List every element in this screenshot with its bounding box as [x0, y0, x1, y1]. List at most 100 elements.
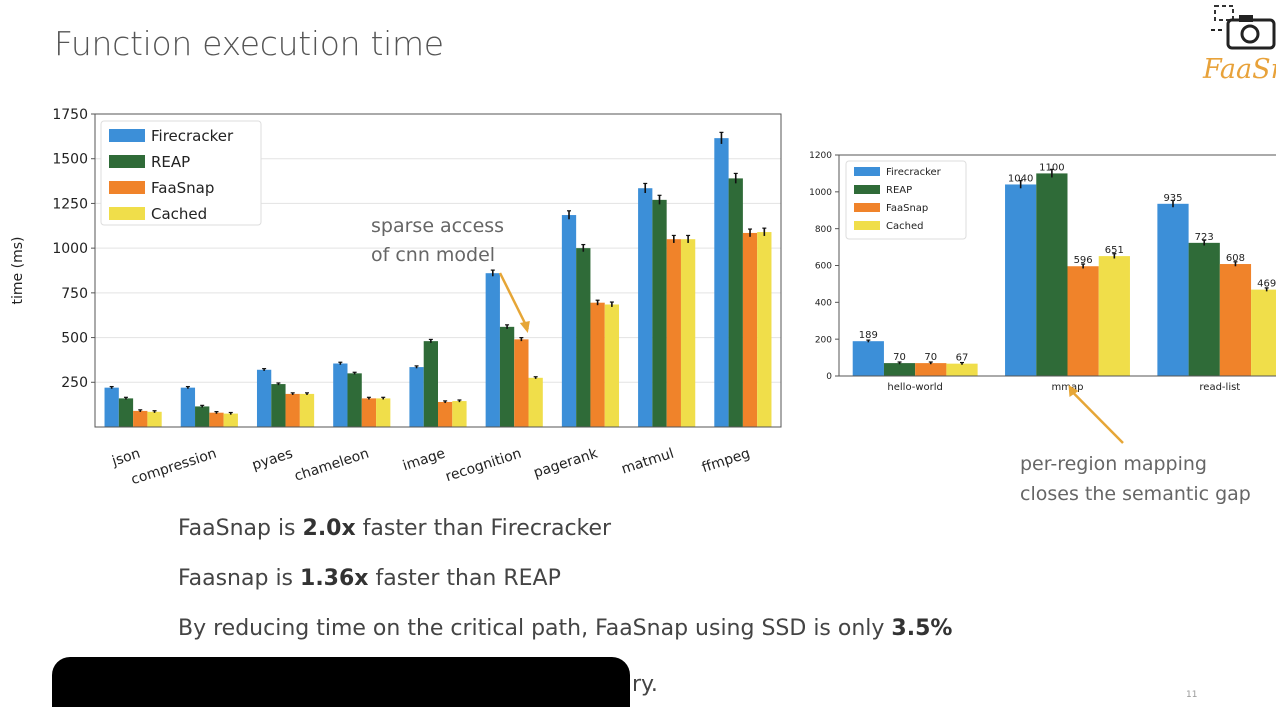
data-label: 935 [1163, 193, 1182, 204]
y-axis-label: time (ms) [10, 237, 26, 305]
y-tick-label: 1250 [52, 196, 88, 212]
legend-label-cached: Cached [886, 221, 923, 232]
y-tick-label: 1000 [809, 188, 832, 198]
bar-reap-image [423, 341, 438, 427]
bar-firecracker-pagerank [561, 215, 577, 427]
data-label: 70 [924, 352, 937, 363]
bar-cached-read-list [1251, 289, 1276, 376]
x-tick-label-hello-world: hello-world [887, 382, 943, 393]
bar-reap-mmap [1036, 173, 1068, 376]
bar-cached-image [452, 401, 467, 427]
bar-firecracker-pyaes [256, 369, 272, 427]
x-tick-label-matmul: matmul [619, 446, 675, 478]
y-tick-label: 750 [61, 286, 88, 302]
bar-cached-ffmpeg [757, 232, 772, 427]
bar-faasnap-chameleon [361, 398, 377, 427]
y-tick-label: 1500 [52, 152, 88, 168]
bar-faasnap-image [438, 401, 453, 427]
bar-firecracker-image [409, 367, 424, 427]
data-label: 70 [893, 352, 906, 363]
legend-swatch-reap [854, 185, 880, 194]
bar-cached-json [147, 411, 162, 427]
bar-faasnap-read-list [1219, 264, 1252, 376]
y-tick-label: 800 [815, 225, 832, 235]
y-tick-label: 0 [826, 372, 832, 382]
annotation-arrowhead [1068, 385, 1079, 397]
micro-benchmark-chart: 189 1040 935 70 1100 723 70 596 608 67 651 469 0 200 4… [809, 151, 1276, 505]
y-tick-label: 600 [815, 262, 832, 272]
legend-label-faasnap: FaaSnap [151, 179, 214, 197]
y-tick-label: 1200 [809, 151, 832, 161]
bar-cached-compression [223, 413, 238, 427]
x-tick-label-read-list: read-list [1199, 382, 1240, 393]
execution-time-chart: 250 500 750 1000 1250 1500 1750 time (ms) jsonco… [10, 107, 782, 489]
bar-cached-pyaes [299, 393, 315, 427]
legend-box [100, 120, 262, 226]
bar-firecracker-mmap [1005, 184, 1037, 376]
bar-firecracker-compression [180, 387, 196, 427]
bar-cached-mmap [1098, 256, 1130, 376]
bar-firecracker-chameleon [333, 363, 348, 427]
bar-reap-recognition [499, 326, 515, 427]
data-label: 1100 [1039, 162, 1064, 173]
bar-faasnap-json [133, 410, 148, 427]
bar-firecracker-matmul [638, 188, 653, 427]
y-tick-label: 200 [815, 335, 832, 345]
bar-cached-pagerank [604, 304, 620, 427]
x-tick-label-image: image [401, 446, 447, 475]
bar-firecracker-recognition [485, 273, 500, 427]
y-tick-label: 1750 [52, 107, 88, 123]
legend-box [845, 160, 967, 240]
legend-swatch-cached [109, 207, 145, 220]
legend-label-firecracker: Firecracker [151, 127, 234, 145]
data-label: 596 [1074, 255, 1093, 266]
annotation-arrow [498, 272, 529, 330]
legend: Firecracker REAP FaaSnap Cached [845, 160, 967, 240]
faasnap-logo: FaaSnap [1195, 0, 1276, 92]
bar-reap-matmul [652, 199, 667, 427]
slide-title: Function execution time [54, 24, 444, 63]
annotation-arrowhead [519, 321, 530, 333]
bar-reap-compression [195, 406, 210, 427]
y-tick-label: 500 [61, 330, 88, 346]
bullet-4-tail: ry. [632, 672, 658, 697]
bar-reap-ffmpeg [728, 178, 743, 427]
x-tick-label-mmap: mmap [1052, 382, 1084, 393]
bar-reap-read-list [1188, 242, 1220, 376]
bar-cached-recognition [528, 377, 543, 427]
legend-swatch-firecracker [109, 129, 145, 142]
bullet-2: Faasnap is 1.36x faster than REAP [178, 566, 561, 591]
bar-faasnap-matmul [666, 239, 681, 427]
x-tick-label-compression: compression [129, 446, 218, 489]
annotation-text: of cnn model [371, 244, 495, 266]
bar-reap-pyaes [271, 384, 286, 427]
legend-label-cached: Cached [151, 205, 207, 223]
legend-swatch-firecracker [854, 167, 880, 176]
bar-cached-matmul [680, 239, 696, 427]
x-tick-label-pagerank: pagerank [532, 445, 601, 481]
data-label: 651 [1105, 245, 1124, 256]
data-label: 469 [1257, 279, 1276, 290]
x-tick-label-pyaes: pyaes [250, 446, 295, 474]
bullet-1: FaaSnap is 2.0x faster than Firecracker [178, 516, 612, 541]
legend-swatch-faasnap [854, 203, 880, 212]
bar-firecracker-ffmpeg [714, 138, 729, 427]
data-label: 189 [859, 330, 878, 341]
bar-faasnap-recognition [514, 339, 529, 427]
bullet-3: By reducing time on the critical path, F… [178, 616, 953, 641]
x-tick-label-recognition: recognition [444, 446, 524, 486]
legend-swatch-reap [109, 155, 145, 168]
bar-reap-chameleon [347, 373, 362, 427]
y-tick-label: 400 [815, 298, 832, 308]
redaction-bar [52, 657, 630, 707]
plot-frame [94, 113, 782, 428]
y-tick-label: 1000 [52, 241, 88, 257]
page-number: 11 [1186, 690, 1198, 700]
bar-reap-pagerank [576, 248, 591, 427]
annotation-arrow [1070, 390, 1124, 444]
legend-label-reap: REAP [151, 153, 190, 171]
legend-swatch-cached [854, 221, 880, 230]
bar-cached-chameleon [376, 398, 391, 427]
bar-reap-json [118, 398, 134, 427]
annotation-text: closes the semantic gap [1020, 483, 1251, 505]
